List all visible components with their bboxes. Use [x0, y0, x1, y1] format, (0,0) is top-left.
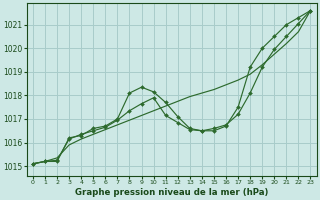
- X-axis label: Graphe pression niveau de la mer (hPa): Graphe pression niveau de la mer (hPa): [75, 188, 268, 197]
